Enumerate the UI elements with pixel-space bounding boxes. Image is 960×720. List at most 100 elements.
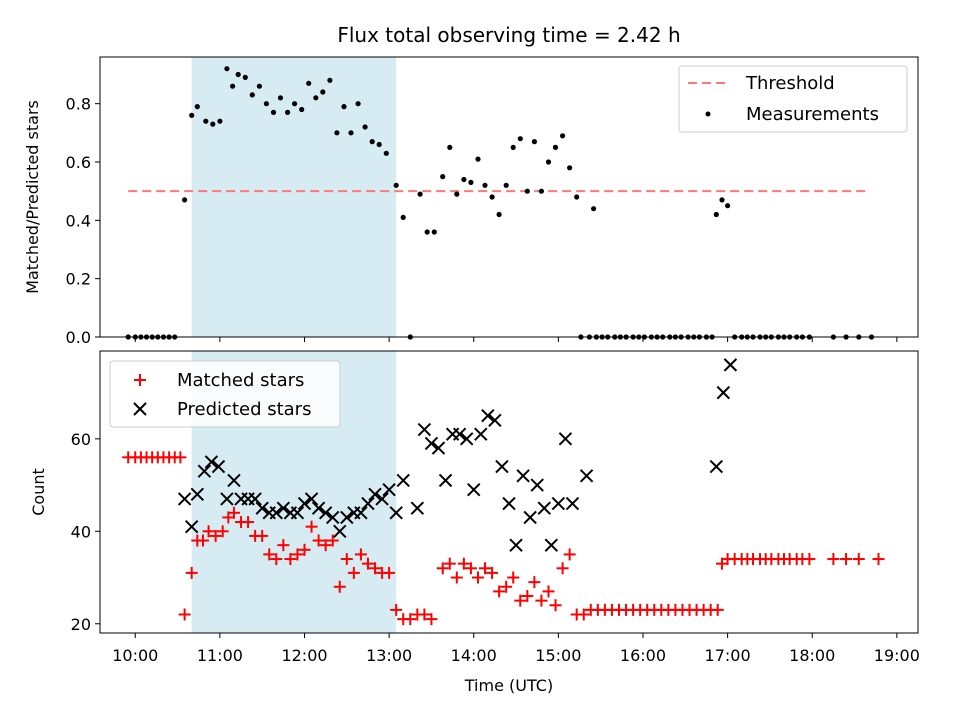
top-y-tick-label: 0.6 (66, 153, 91, 172)
predicted-star-marker (276, 501, 291, 515)
matched-star-marker (326, 534, 339, 547)
matched-star-marker (270, 553, 283, 566)
bottom-panel: 20 40 60 10:00 11:00 12:00 13:00 14:00 15:00 16:… (29, 350, 920, 695)
top-y-tick-label: 0.2 (66, 270, 91, 289)
predicted-star-marker (509, 538, 523, 552)
measurement-point (545, 159, 552, 165)
predicted-star-marker (375, 492, 389, 506)
measurement-point (538, 188, 545, 194)
predicted-star-marker (530, 478, 544, 492)
predicted-star-marker (290, 506, 305, 520)
measurement-point (277, 95, 284, 101)
matched-star-marker (333, 580, 346, 593)
predicted-star-marker (544, 538, 559, 552)
predicted-star-marker (304, 492, 319, 506)
matched-star-marker (291, 548, 304, 561)
measurement-point (475, 156, 481, 162)
measurement-point (510, 144, 516, 150)
predicted-star-marker (488, 413, 502, 428)
measurement-point (242, 74, 248, 80)
top-legend: Threshold Measurements (678, 65, 908, 133)
measurement-point (383, 150, 389, 156)
measurement-point (713, 211, 719, 218)
measurement-point (306, 80, 312, 86)
bottom-y-axis-label: Count (29, 468, 48, 516)
top-y-axis-label: Matched/Predicted stars (23, 100, 42, 294)
matched-star-marker (298, 543, 311, 556)
measurement-point (424, 229, 430, 235)
matched-star-marker (500, 580, 513, 593)
measurement-point (417, 191, 423, 197)
matched-star-marker (354, 548, 367, 561)
predicted-star-marker (481, 409, 495, 423)
matched-star-marker (556, 562, 569, 575)
matched-star-marker (436, 562, 449, 575)
measurement-point (531, 139, 538, 145)
measurement-point (189, 112, 195, 118)
measurement-point (393, 182, 399, 188)
matched-star-marker (347, 566, 360, 579)
measurement-point (285, 109, 291, 115)
matched-star-marker (577, 608, 590, 621)
predicted-star-marker (311, 501, 326, 515)
measurement-point (574, 194, 580, 200)
x-tick-label: 17:00 (705, 646, 751, 665)
matched-star-marker (521, 590, 534, 603)
matched-star-marker (277, 539, 290, 552)
bottom-y-tick-label: 60 (71, 430, 91, 449)
matched-star-marker (404, 613, 417, 626)
predicted-star-marker (368, 487, 382, 502)
measurement-point (299, 106, 305, 113)
measurement-point (235, 71, 241, 78)
measurement-point (503, 182, 509, 188)
measurement-point (270, 109, 277, 115)
measurement-point (489, 194, 495, 200)
predicted-star-marker (565, 496, 580, 511)
measurement-point (327, 77, 333, 83)
measurement-point (369, 139, 375, 145)
predicted-star-marker (177, 492, 192, 506)
predicted-star-marker (424, 436, 439, 451)
x-tick-label: 13:00 (366, 646, 412, 665)
predicted-star-marker (495, 459, 509, 474)
predicted-star-marker (716, 385, 731, 400)
matched-star-marker (803, 553, 816, 566)
measurement-point (517, 136, 523, 142)
measurement-point (376, 141, 382, 148)
top-axes-frame (99, 56, 919, 338)
predicted-star-marker (297, 496, 312, 511)
matched-star-marker (872, 553, 885, 566)
top-y-tick-label: 0.4 (66, 211, 91, 230)
matched-star-marker (493, 585, 506, 598)
x-tick-label: 18:00 (789, 646, 835, 665)
predicted-star-marker (396, 473, 410, 488)
measurement-point (496, 211, 502, 218)
matched-star-marker (535, 594, 548, 607)
measurement-point (249, 92, 255, 98)
predicted-star-marker (184, 519, 199, 534)
matched-star-marker (479, 562, 492, 575)
matched-star-marker (263, 548, 276, 561)
predicted-star-marker (389, 506, 403, 520)
predicted-star-marker (204, 455, 219, 469)
predicted-star-marker (354, 506, 368, 520)
measurement-point (440, 174, 446, 180)
top-legend-box (678, 65, 908, 133)
matched-star-marker (425, 613, 438, 626)
measurement-point (400, 214, 406, 220)
measurement-point (524, 188, 530, 194)
measurement-point (203, 118, 209, 124)
measurement-point (560, 133, 566, 139)
measurement-point (461, 176, 467, 183)
predicted-star-marker (516, 469, 530, 483)
matched-star-marker (457, 557, 470, 570)
predicted-star-marker (452, 427, 467, 441)
measurement-point (224, 66, 230, 72)
matched-star-marker (464, 562, 477, 575)
matched-star-marker (711, 603, 724, 616)
measurement-point (482, 182, 488, 188)
matched-star-marker (312, 534, 325, 547)
matched-star-marker (471, 571, 484, 584)
matched-star-marker (340, 553, 353, 566)
measurement-point (552, 144, 559, 150)
